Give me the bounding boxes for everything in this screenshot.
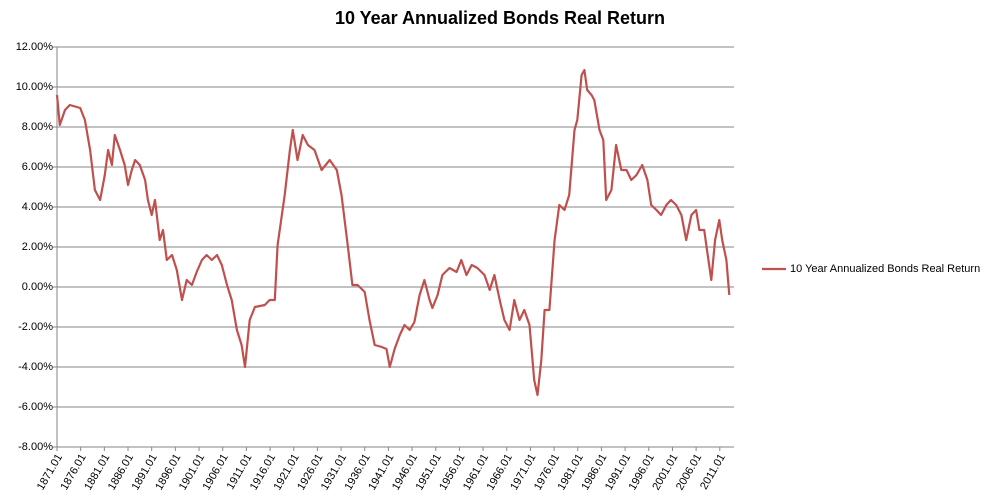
chart-title: 10 Year Annualized Bonds Real Return bbox=[335, 8, 665, 28]
y-tick-label: -2.00% bbox=[18, 321, 53, 333]
y-tick-label: -6.00% bbox=[18, 401, 53, 413]
y-tick-label: 6.00% bbox=[22, 161, 53, 173]
y-tick-label: 0.00% bbox=[22, 281, 53, 293]
y-tick-label: -4.00% bbox=[18, 361, 53, 373]
y-tick-label: -8.00% bbox=[18, 441, 53, 453]
y-tick-label: 4.00% bbox=[22, 201, 53, 213]
y-tick-label: 12.00% bbox=[16, 41, 54, 53]
y-tick-label: 2.00% bbox=[22, 241, 53, 253]
data-line bbox=[55, 68, 731, 397]
y-tick-label: 8.00% bbox=[22, 121, 53, 133]
y-tick-label: 10.00% bbox=[16, 81, 54, 93]
legend-label: 10 Year Annualized Bonds Real Return bbox=[790, 263, 980, 275]
